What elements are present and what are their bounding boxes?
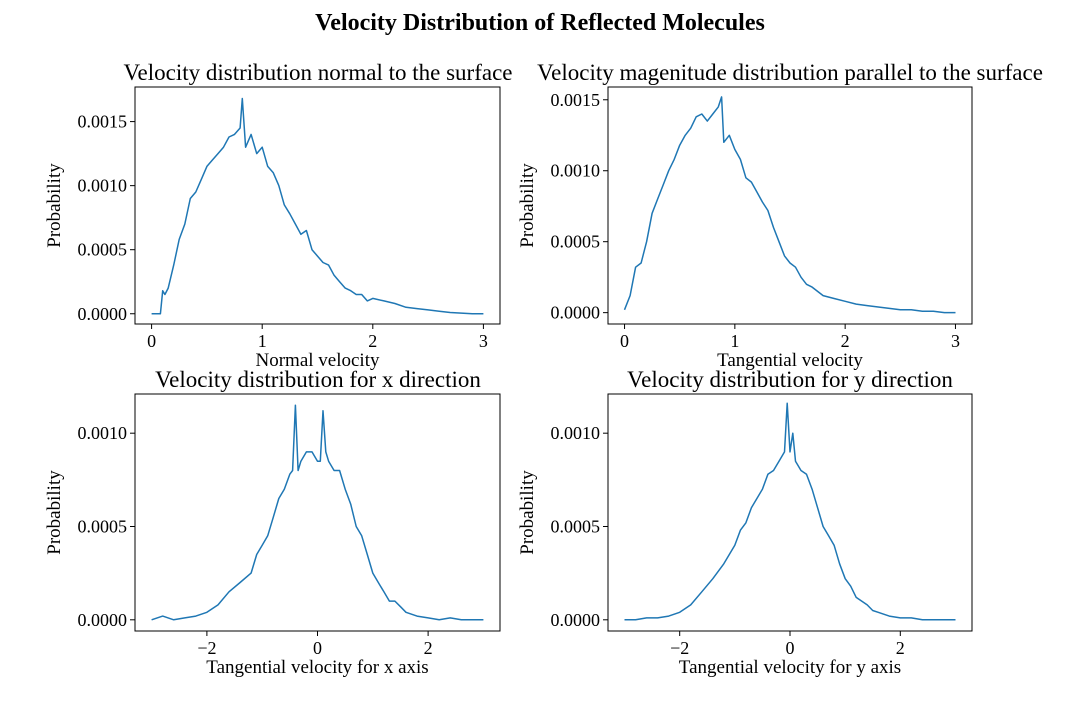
x-tick-label: −2 — [670, 638, 689, 658]
series-line — [623, 96, 956, 314]
y-tick-label: 0.0000 — [551, 610, 601, 630]
x-tick-label: 1 — [730, 331, 739, 351]
x-tick-label: 0 — [620, 331, 629, 351]
x-tick-label: 2 — [424, 638, 433, 658]
x-axis-label: Tangential velocity for y axis — [679, 657, 901, 678]
y-axis-label: Probability — [517, 163, 538, 248]
y-axis-label: Probability — [44, 163, 65, 248]
x-tick-label: 0 — [147, 331, 156, 351]
x-tick-label: 3 — [951, 331, 960, 351]
x-tick-label: −2 — [197, 638, 216, 658]
x-tick-label: 1 — [258, 331, 267, 351]
y-tick-label: 0.0010 — [551, 423, 601, 443]
y-tick-label: 0.0015 — [551, 90, 601, 110]
axes-frame — [607, 86, 973, 325]
x-axis-label: Tangential velocity for x axis — [206, 657, 428, 678]
subplots: Velocity distribution normal to the surf… — [44, 60, 1043, 678]
y-tick-label: 0.0005 — [78, 240, 128, 260]
series-line — [151, 404, 484, 621]
subplot-2: Velocity magenitude distribution paralle… — [517, 60, 1043, 371]
x-tick-label: 2 — [896, 638, 905, 658]
x-tick-label: 0 — [313, 638, 322, 658]
subplot-title: Velocity distribution normal to the surf… — [124, 60, 513, 85]
subplot-3: Velocity distribution for x direction −2 0… — [44, 367, 501, 678]
subplot-4: Velocity distribution for y direction −2 0… — [517, 367, 973, 678]
y-tick-label: 0.0000 — [551, 303, 601, 323]
x-tick-label: 0 — [786, 638, 795, 658]
y-tick-label: 0.0000 — [78, 610, 128, 630]
y-tick-label: 0.0005 — [551, 232, 601, 252]
y-axis-label: Probability — [517, 470, 538, 555]
x-axis-label: Normal velocity — [256, 350, 380, 371]
x-tick-label: 2 — [368, 331, 377, 351]
x-tick-label: 3 — [479, 331, 488, 351]
axes-frame — [134, 393, 501, 632]
axes-frame — [607, 393, 973, 632]
subplot-title: Velocity magenitude distribution paralle… — [537, 60, 1043, 85]
series-line — [624, 402, 956, 621]
figure-title: Velocity Distribution of Reflected Molec… — [315, 10, 765, 36]
subplot-title: Velocity distribution for x direction — [155, 367, 481, 392]
y-tick-label: 0.0010 — [551, 161, 601, 181]
y-tick-label: 0.0005 — [78, 516, 128, 536]
y-axis-label: Probability — [44, 470, 65, 555]
subplot-title: Velocity distribution for y direction — [627, 367, 953, 392]
x-axis-label: Tangential velocity — [717, 350, 863, 371]
y-tick-label: 0.0000 — [78, 304, 128, 324]
subplot-1: Velocity distribution normal to the surf… — [44, 60, 513, 371]
axes-frame — [134, 86, 501, 325]
series-line — [151, 97, 484, 315]
y-tick-label: 0.0010 — [78, 176, 128, 196]
y-tick-label: 0.0005 — [551, 516, 601, 536]
x-tick-label: 2 — [841, 331, 850, 351]
y-tick-label: 0.0010 — [78, 423, 128, 443]
y-tick-label: 0.0015 — [78, 112, 128, 132]
